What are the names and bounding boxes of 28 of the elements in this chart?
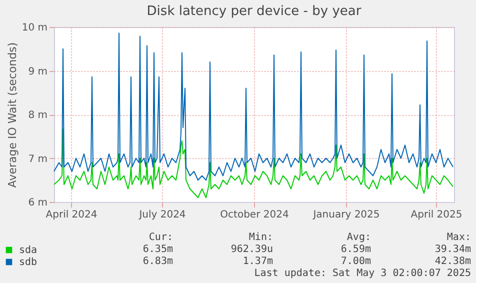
y-tick-label: 8 m: [28, 110, 48, 121]
line-series: [54, 32, 454, 181]
text: 6.35m: [142, 244, 173, 255]
y-tick-label: 10 m: [22, 22, 48, 34]
legend-label: sdb: [19, 257, 38, 268]
x-tick-label: July 2024: [138, 210, 186, 220]
text: 39.34m: [434, 244, 471, 255]
x-tick-label: April 2025: [410, 210, 462, 220]
x-tick-label: January 2025: [312, 210, 380, 220]
text: 1.37m: [242, 256, 273, 267]
y-axis-title: Average IO Wait (seconds): [6, 42, 19, 188]
y-tick-label: 7 m: [28, 154, 48, 165]
text: 6.59m: [340, 244, 371, 255]
y-tick-label: 9 m: [28, 66, 48, 78]
y-tick-label: 6 m: [28, 198, 48, 208]
legend-label: sda: [19, 245, 38, 256]
chart-title: Disk latency per device - by year: [146, 4, 362, 19]
x-tick-label: October 2024: [220, 210, 289, 220]
text: 6.83m: [142, 256, 173, 267]
text: Min:: [248, 232, 273, 243]
text: Cur:: [148, 232, 173, 243]
text: 42.38m: [434, 256, 471, 267]
x-tick-label: April 2024: [46, 210, 98, 220]
text: Avg:: [346, 232, 371, 243]
text: Last update: Sat May 3 02:00:07 2025: [254, 268, 471, 279]
text: 7.00m: [340, 256, 371, 267]
text: Max:: [446, 232, 471, 243]
text: 962.39u: [230, 244, 273, 255]
